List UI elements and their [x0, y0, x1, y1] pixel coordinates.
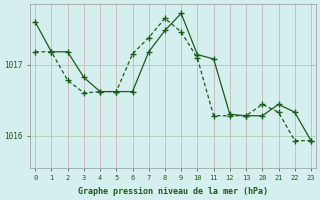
- X-axis label: Graphe pression niveau de la mer (hPa): Graphe pression niveau de la mer (hPa): [78, 187, 268, 196]
